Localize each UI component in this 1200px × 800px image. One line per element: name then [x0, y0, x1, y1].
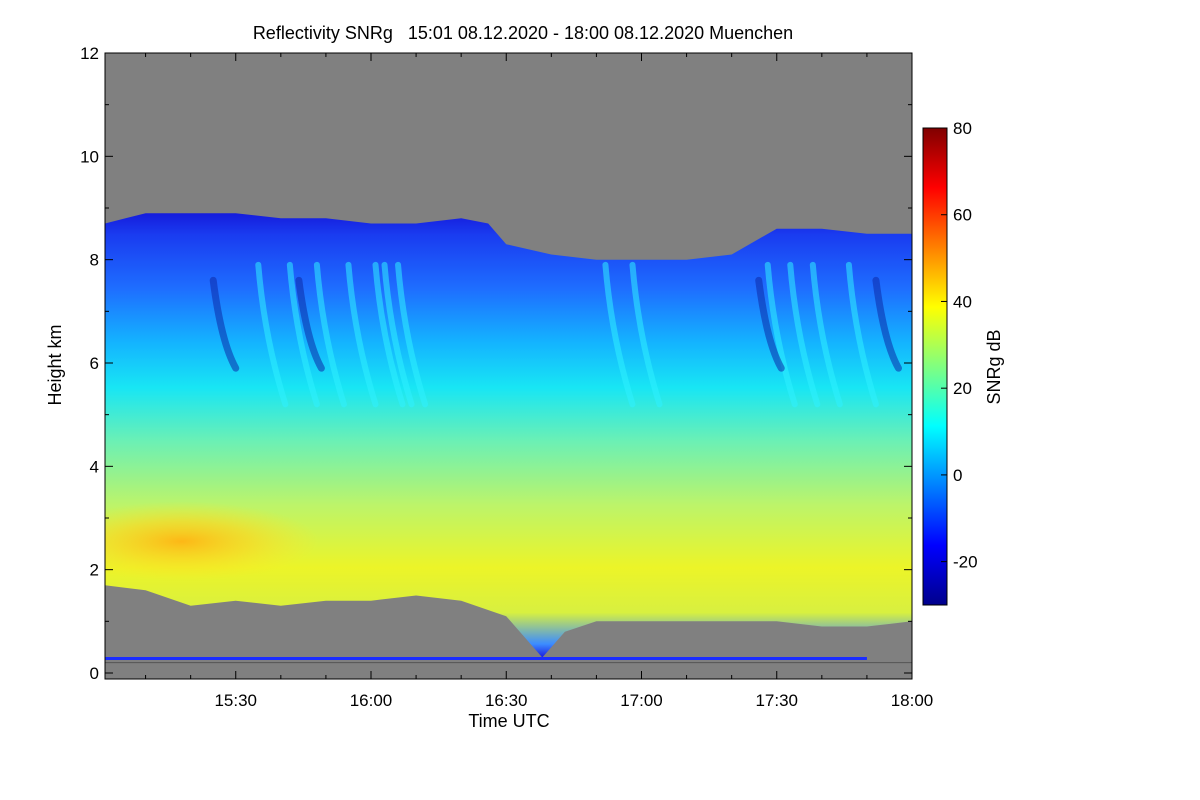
x-axis: 15:30 16:00 16:30 17:00 17:30 18:00 — [145, 53, 934, 710]
dark-streak — [872, 276, 902, 372]
fall-streak — [764, 261, 798, 408]
fall-streak — [345, 261, 379, 408]
x-tick-label: 16:00 — [350, 691, 393, 710]
x-tick-label: 18:00 — [891, 691, 934, 710]
y-tick-label: 2 — [90, 561, 99, 580]
fall-streak — [255, 261, 289, 408]
colorbar-tick-label: 40 — [953, 292, 972, 311]
fall-streak — [602, 261, 636, 408]
fall-streaks — [209, 261, 902, 408]
ground-clutter-lines — [105, 657, 912, 664]
y-tick-label: 4 — [90, 457, 99, 476]
x-tick-label: 17:30 — [755, 691, 798, 710]
x-tick-label: 16:30 — [485, 691, 528, 710]
y-tick-label: 12 — [80, 44, 99, 63]
dark-streak — [209, 276, 240, 372]
colorbar-tick-label: 20 — [953, 379, 972, 398]
colorbar-tick-label: 0 — [953, 466, 962, 485]
fall-streak — [629, 261, 663, 408]
x-tick-label: 17:00 — [620, 691, 663, 710]
y-tick-label: 6 — [90, 354, 99, 373]
dark-streak — [295, 276, 325, 372]
fall-streak — [809, 261, 843, 408]
fall-streak — [381, 261, 415, 408]
fall-streak — [845, 261, 879, 408]
colorbar-tick-label: 80 — [953, 119, 972, 138]
y-axis-label: Height km — [45, 324, 65, 405]
plot-frame — [104, 52, 913, 680]
x-axis-label: Time UTC — [468, 711, 549, 731]
x-tick-label: 15:30 — [214, 691, 257, 710]
plot-area — [105, 53, 912, 679]
y-axis: 0 2 4 6 8 10 12 — [80, 44, 912, 683]
fall-streak — [787, 261, 821, 408]
fall-streak — [313, 261, 347, 408]
colorbar-ticks: 80 60 40 20 0 -20 — [941, 119, 978, 572]
y-tick-label: 10 — [80, 147, 99, 166]
max-snr-region — [105, 501, 320, 582]
y-tick-label: 0 — [90, 664, 99, 683]
colorbar-label: SNRg dB — [984, 329, 1004, 404]
colorbar-tick-label: 60 — [953, 206, 972, 225]
fall-streak — [395, 261, 429, 408]
fall-streak — [286, 261, 320, 408]
chart-title: Reflectivity SNRg 15:01 08.12.2020 - 18:… — [253, 23, 793, 43]
colorbar-tick-label: -20 — [953, 553, 978, 572]
colorbar — [922, 127, 948, 606]
y-tick-label: 8 — [90, 251, 99, 270]
dark-streak — [755, 276, 785, 372]
fall-streak — [372, 261, 406, 408]
